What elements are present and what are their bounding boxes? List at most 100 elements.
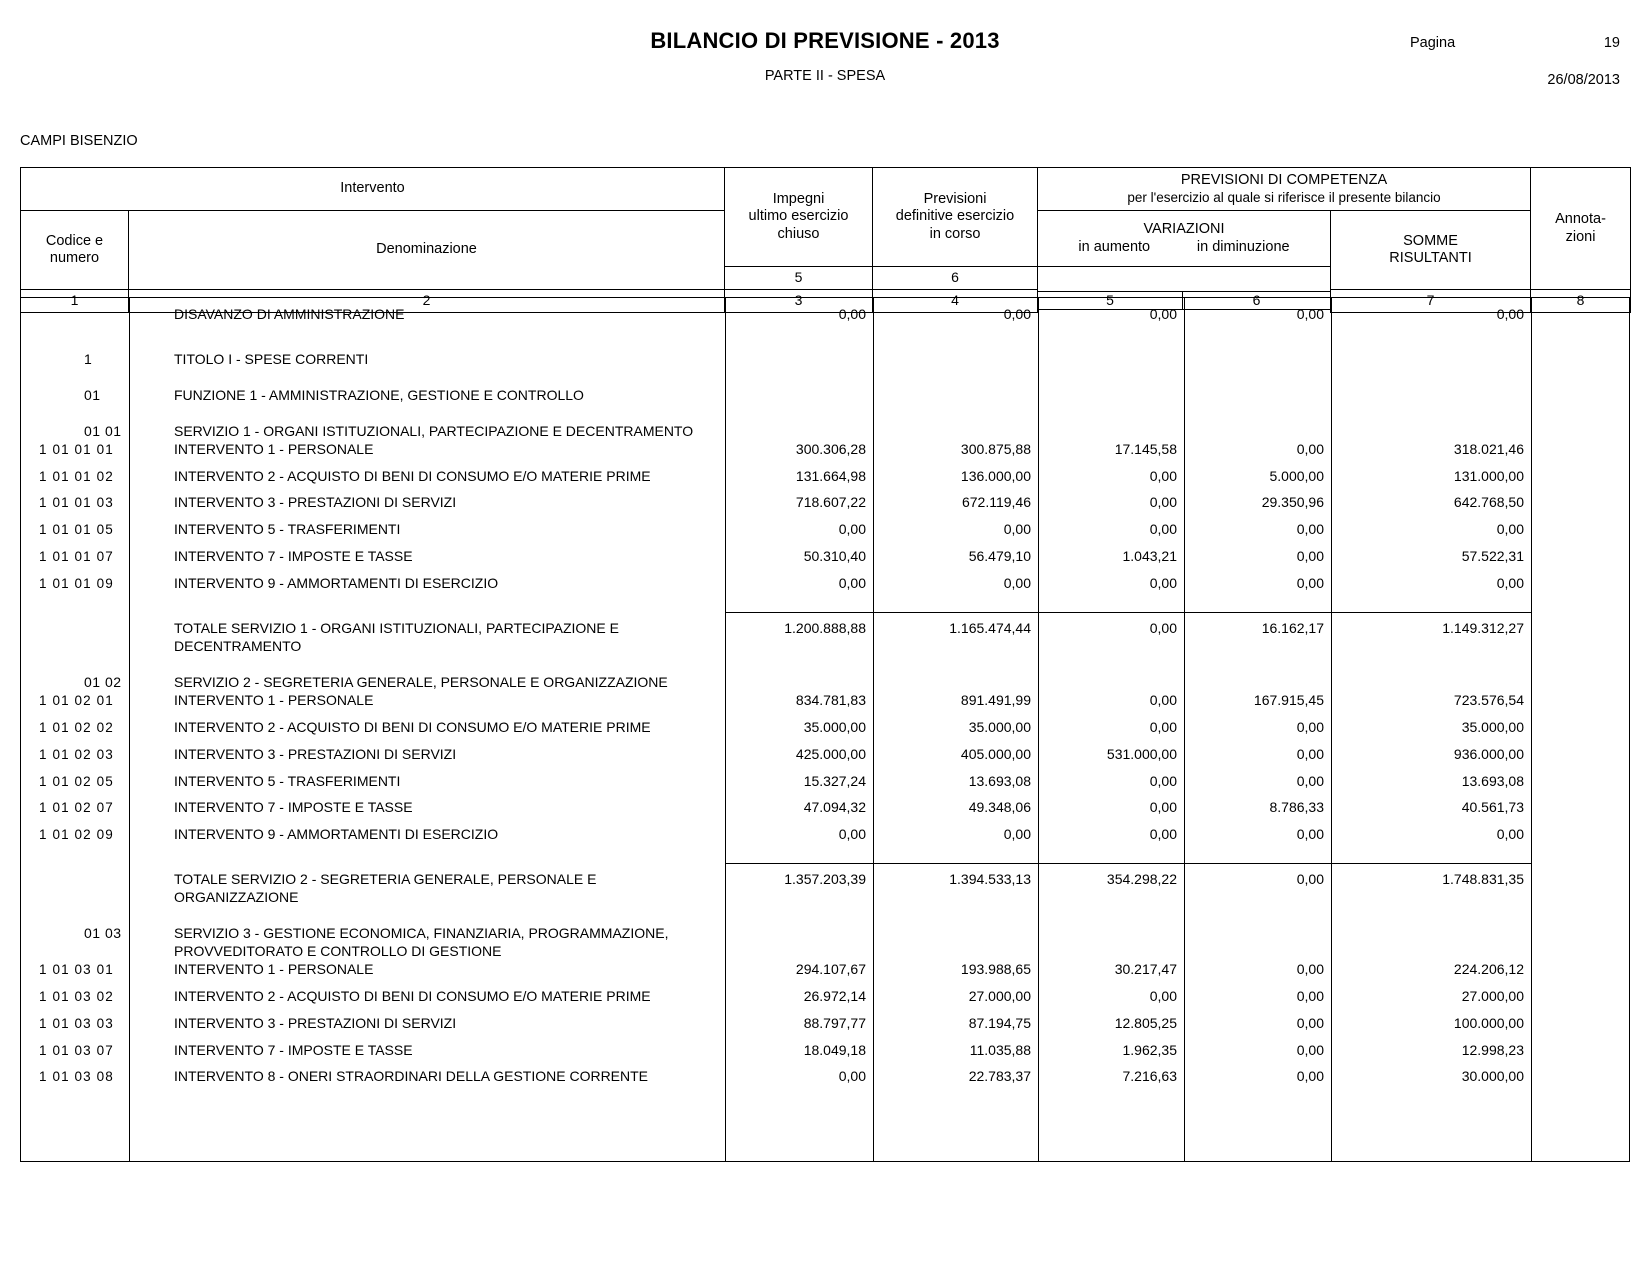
row-value-4: 22.783,37 — [968, 1068, 1031, 1085]
row-denominazione: INTERVENTO 1 - PERSONALE — [174, 960, 374, 977]
row-gap — [21, 844, 1629, 853]
page-label: Pagina — [1410, 35, 1456, 51]
table-row[interactable]: 1 01 02 05 INTERVENTO 5 - TRASFERIMENTI 15… — [21, 773, 1629, 791]
row-value-4: 35.000,00 — [968, 718, 1031, 735]
table-row[interactable]: 01 03 SERVIZIO 3 - GESTIONE ECONOMICA, FI… — [21, 925, 1629, 961]
row-annotazioni — [1531, 1015, 1629, 1016]
row-code: 1 01 03 03 — [39, 1015, 114, 1031]
table-row[interactable]: 1 01 01 05 INTERVENTO 5 - TRASFERIMENTI 0,… — [21, 521, 1629, 539]
row-code: 1 01 03 07 — [39, 1042, 114, 1058]
table-row[interactable]: 1 01 02 03 INTERVENTO 3 - PRESTAZIONI DI … — [21, 746, 1629, 764]
row-value-5: 0,00 — [1149, 521, 1177, 538]
row-value-4 — [873, 674, 1038, 675]
row-gap — [21, 1086, 1629, 1095]
row-value-4: 1.394.533,13 — [949, 871, 1031, 888]
table-row[interactable]: 1 01 01 02 INTERVENTO 2 - ACQUISTO DI BEN… — [21, 468, 1629, 486]
row-value-4 — [873, 351, 1038, 352]
row-denominazione: 01 03 SERVIZIO 3 - GESTIONE ECONOMICA, FI… — [84, 925, 725, 961]
header-impegni-l2: ultimo esercizio — [748, 208, 849, 225]
table-row[interactable]: 1 TITOLO I - SPESE CORRENTI — [21, 351, 1629, 369]
row-value-3: 131.664,98 — [795, 467, 866, 484]
header-codice-l2: numero — [49, 250, 100, 267]
row-value-7 — [1331, 423, 1531, 424]
table-row[interactable]: 1 01 03 07 INTERVENTO 7 - IMPOSTE E TASSE… — [21, 1042, 1629, 1060]
table-row[interactable]: TOTALE SERVIZIO 1 - ORGANI ISTITUZIONALI… — [21, 620, 1629, 656]
col-divider-2 — [725, 298, 726, 1161]
table-row[interactable]: 1 01 02 02 INTERVENTO 2 - ACQUISTO DI BEN… — [21, 719, 1629, 737]
row-value-7: 35.000,00 — [1461, 718, 1524, 735]
row-annotazioni — [1531, 799, 1629, 800]
col-divider-7 — [1531, 298, 1532, 1161]
row-value-7: 0,00 — [1496, 826, 1524, 843]
row-value-4: 49.348,06 — [968, 799, 1031, 816]
row-gap — [21, 1006, 1629, 1015]
row-value-3: 0,00 — [838, 521, 866, 538]
table-row[interactable]: 01 FUNZIONE 1 - AMMINISTRAZIONE, GESTIONE… — [21, 387, 1629, 405]
row-value-3 — [725, 351, 873, 352]
page-number: 19 — [1603, 35, 1620, 51]
table-row[interactable]: 1 01 03 08 INTERVENTO 8 - ONERI STRAORDIN… — [21, 1068, 1629, 1086]
row-gap — [21, 459, 1629, 468]
row-value-5: 7.216,63 — [1122, 1068, 1178, 1085]
row-value-5: 30.217,47 — [1114, 960, 1177, 977]
table-row[interactable]: 1 01 03 01 INTERVENTO 1 - PERSONALE 294.10… — [21, 961, 1629, 979]
entity-name: CAMPI BISENZIO — [20, 133, 138, 149]
header-intervento: Intervento — [20, 166, 725, 212]
row-code — [21, 871, 129, 872]
table-row[interactable]: 1 01 02 07 INTERVENTO 7 - IMPOSTE E TASSE… — [21, 799, 1629, 817]
row-denominazione: 01 FUNZIONE 1 - AMMINISTRAZIONE, GESTIONE… — [84, 387, 725, 405]
row-value-7: 936.000,00 — [1453, 745, 1524, 762]
table-row[interactable]: 1 01 02 09 INTERVENTO 9 - AMMORTAMENTI DI… — [21, 826, 1629, 844]
row-value-3: 834.781,83 — [795, 691, 866, 708]
table-row[interactable]: 1 01 01 09 INTERVENTO 9 - AMMORTAMENTI DI… — [21, 575, 1629, 593]
row-code: 1 01 01 07 — [39, 549, 114, 565]
row-value-7: 131.000,00 — [1453, 467, 1524, 484]
row-value-3: 0,00 — [838, 826, 866, 843]
row-value-3: 18.049,18 — [803, 1041, 866, 1058]
table-row[interactable]: 1 01 03 02 INTERVENTO 2 - ACQUISTO DI BEN… — [21, 988, 1629, 1006]
header-previsioni-competenza: PREVISIONI DI COMPETENZA per l'esercizio… — [1036, 166, 1532, 212]
table-row[interactable]: 01 02 SERVIZIO 2 - SEGRETERIA GENERALE, P… — [21, 674, 1629, 692]
row-denominazione: INTERVENTO 2 - ACQUISTO DI BENI DI CONSU… — [174, 987, 651, 1004]
header-previsioni-l2: definitive esercizio — [895, 208, 1015, 225]
row-annotazioni — [1531, 746, 1629, 747]
row-value-7: 40.561,73 — [1461, 799, 1524, 816]
table-row[interactable]: 1 01 01 03 INTERVENTO 3 - PRESTAZIONI DI … — [21, 494, 1629, 512]
row-code: 1 01 02 05 — [39, 773, 114, 789]
header-competenza-l2: per l'esercizio al quale si riferisce il… — [1127, 189, 1441, 205]
table-row[interactable]: 1 01 03 03 INTERVENTO 3 - PRESTAZIONI DI … — [21, 1015, 1629, 1033]
row-value-5: 0,00 — [1149, 826, 1177, 843]
row-value-6: 29.350,96 — [1261, 494, 1324, 511]
row-value-4: 136.000,00 — [960, 467, 1031, 484]
row-denominazione: INTERVENTO 7 - IMPOSTE E TASSE — [174, 799, 413, 816]
row-denominazione-text: TITOLO I - SPESE CORRENTI — [174, 350, 369, 367]
row-spacer — [21, 602, 1629, 620]
total-separator-line — [725, 612, 1531, 614]
header-denominazione: Denominazione — [128, 210, 725, 291]
row-value-5: 0,00 — [1149, 987, 1177, 1004]
table-row[interactable]: TOTALE SERVIZIO 2 - SEGRETERIA GENERALE,… — [21, 871, 1629, 907]
row-value-6: 0,00 — [1296, 440, 1324, 457]
table-row[interactable]: 1 01 01 07 INTERVENTO 7 - IMPOSTE E TASSE… — [21, 548, 1629, 566]
col-number-6b: 6 — [1183, 291, 1331, 311]
table-row[interactable]: 01 01 SERVIZIO 1 - ORGANI ISTITUZIONALI, … — [21, 423, 1629, 441]
row-gap — [21, 593, 1629, 602]
row-value-6 — [1184, 387, 1331, 388]
total-separator-line — [725, 863, 1531, 865]
row-value-4: 405.000,00 — [960, 745, 1031, 762]
row-gap — [21, 710, 1629, 719]
row-value-5: 0,00 — [1149, 799, 1177, 816]
table-row[interactable]: DISAVANZO DI AMMINISTRAZIONE 0,00 0,00 0,00… — [21, 306, 1629, 324]
row-code: 1 01 03 01 — [39, 961, 114, 977]
row-value-5: 12.805,25 — [1114, 1014, 1177, 1031]
row-denominazione: 01 02 SERVIZIO 2 - SEGRETERIA GENERALE, P… — [84, 674, 725, 692]
table-row[interactable]: 1 01 01 01 INTERVENTO 1 - PERSONALE 300.30… — [21, 441, 1629, 459]
row-denominazione: INTERVENTO 3 - PRESTAZIONI DI SERVIZI — [174, 1014, 457, 1031]
row-value-3: 0,00 — [838, 1068, 866, 1085]
table-row[interactable]: 1 01 02 01 INTERVENTO 1 - PERSONALE 834.78… — [21, 692, 1629, 710]
row-value-4: 87.194,75 — [968, 1014, 1031, 1031]
row-value-6: 0,00 — [1296, 575, 1324, 592]
header-codice-numero: Codice e numero — [20, 210, 129, 291]
header-previsioni: Previsioni definitive esercizio in corso — [872, 166, 1038, 268]
row-value-5: 531.000,00 — [1106, 745, 1177, 762]
